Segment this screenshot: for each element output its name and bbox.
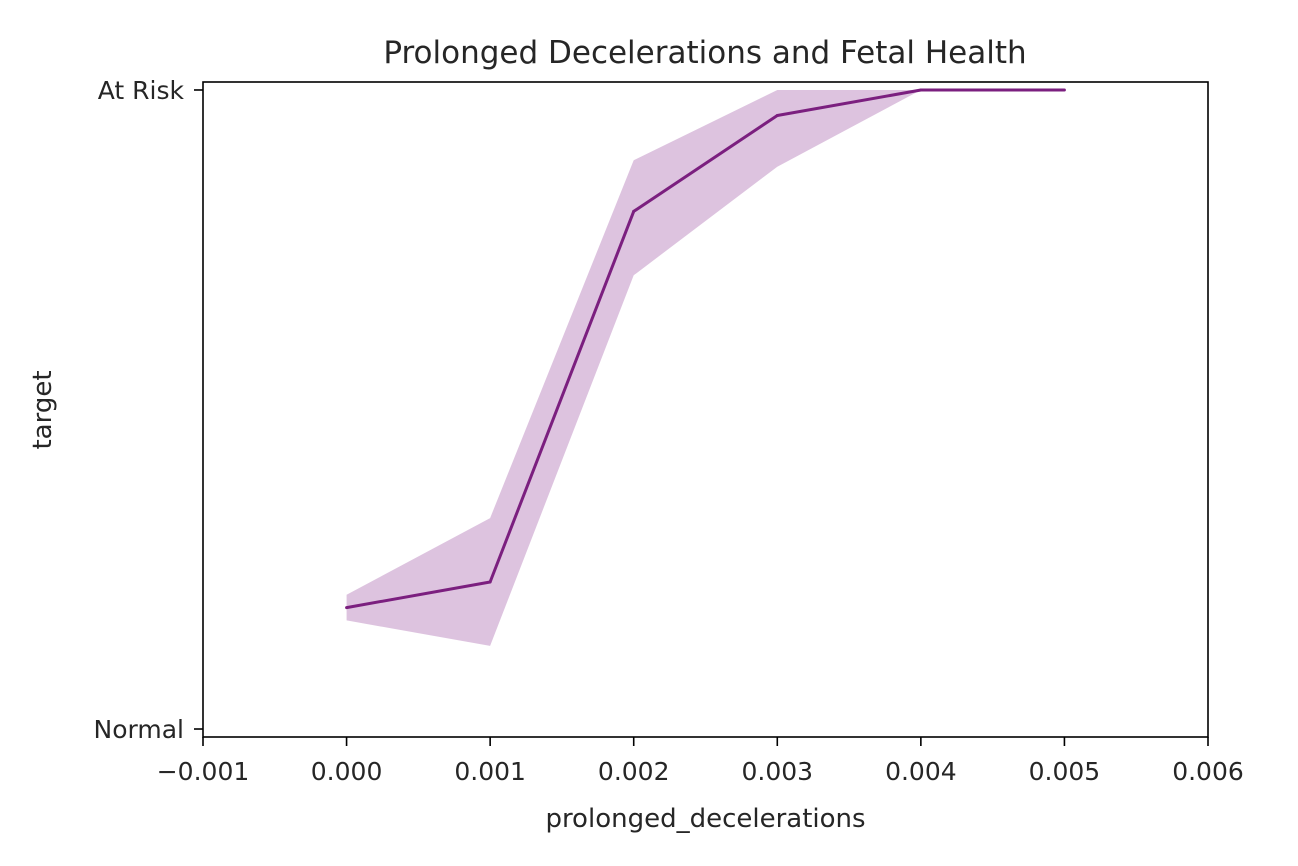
data-point: [345, 606, 349, 610]
x-axis-ticks: −0.001 0.000 0.001 0.002 0.003 0.004 0.005 0.00…: [157, 737, 1244, 786]
y-tick-label: Normal: [94, 715, 184, 744]
chart-title: Prolonged Decelerations and Fetal Health: [383, 35, 1026, 71]
x-tick-label: 0.002: [598, 757, 670, 786]
x-tick-label: 0.004: [885, 757, 957, 786]
data-point: [632, 209, 636, 213]
y-axis-label: target: [28, 370, 58, 449]
confidence-band-layer: [346, 90, 1065, 646]
series-line-layer: [345, 88, 1066, 610]
data-point: [1062, 88, 1066, 92]
x-tick-label: 0.001: [454, 757, 526, 786]
data-point: [775, 114, 779, 117]
x-tick-label: 0.005: [1029, 757, 1101, 786]
data-point: [919, 88, 923, 92]
series-line: [346, 88, 1065, 610]
data-point: [488, 580, 492, 584]
x-tick-label: 0.000: [311, 757, 383, 786]
x-axis-label: prolonged_decelerations: [545, 804, 865, 834]
x-tick-label: 0.003: [741, 757, 813, 786]
plot-frame: [202, 81, 1209, 738]
y-axis-ticks: Normal At Risk: [94, 76, 203, 744]
x-tick-label: 0.006: [1172, 757, 1244, 786]
y-tick-label: At Risk: [98, 76, 185, 105]
x-tick-label: −0.001: [157, 757, 250, 786]
confidence-band: [346, 90, 1065, 646]
